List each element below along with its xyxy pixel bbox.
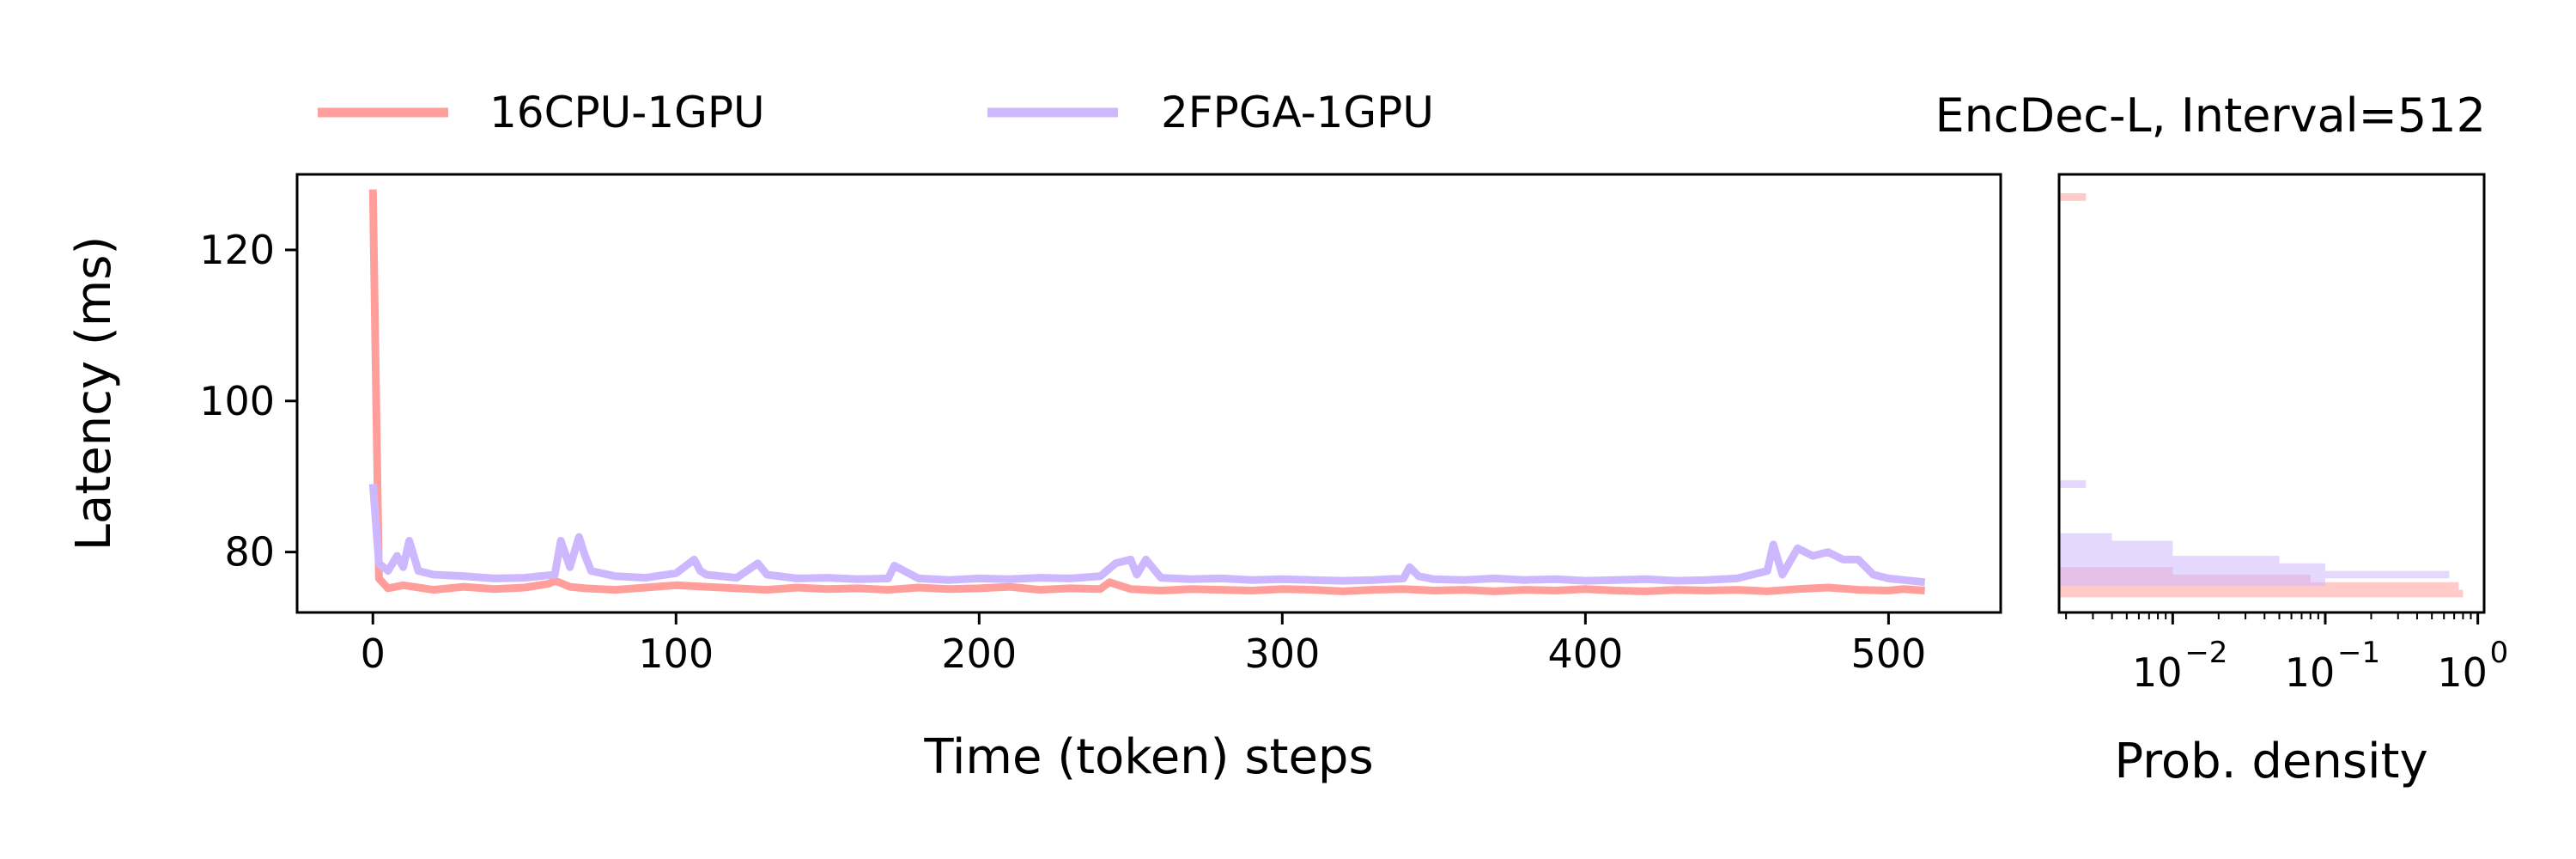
side-x-tick-label: 10	[2285, 649, 2336, 696]
main-plot-frame	[295, 173, 2002, 614]
side-x-tick-label: 10	[2437, 649, 2488, 696]
side-plot-frame	[2057, 173, 2486, 614]
x-tick-label: 0	[361, 631, 386, 677]
histogram-bar-2fpga-1gpu	[2059, 563, 2325, 571]
side-x-tick-exponent: −2	[2184, 636, 2227, 670]
side-x-tick-exponent: −1	[2337, 636, 2380, 670]
y-tick-label: 100	[199, 378, 275, 424]
side-x-axis-label: Prob. density	[2114, 734, 2427, 789]
legend-label-16cpu-1gpu: 16CPU-1GPU	[489, 88, 765, 137]
latency-line-plot: 0 100 200 300 400 500 80 100 120 Time (token) s…	[66, 173, 2002, 785]
histogram-bar-2fpga-1gpu	[2059, 570, 2450, 579]
histogram-bar-2fpga-1gpu	[2059, 548, 2173, 557]
histogram-bar-16cpu-1gpu	[2059, 193, 2087, 201]
side-x-tick-exponent: 0	[2490, 636, 2509, 670]
figure-title: EncDec-L, Interval=512	[1935, 88, 2486, 143]
legend-label-2fpga-1gpu: 2FPGA-1GPU	[1161, 88, 1434, 137]
histogram-bar-2fpga-1gpu	[2059, 556, 2280, 564]
x-tick-label: 100	[638, 631, 714, 677]
series-line-16cpu-1gpu	[368, 189, 1926, 595]
side-x-tick-label: 10	[2132, 649, 2183, 696]
x-tick-label: 200	[941, 631, 1017, 677]
x-tick-label: 300	[1244, 631, 1320, 677]
y-axis-label: Latency (ms)	[66, 236, 122, 551]
series-line-2fpga-1gpu	[368, 484, 1926, 587]
histogram-bar-16cpu-1gpu	[2059, 589, 2464, 598]
y-tick-label: 80	[224, 529, 275, 576]
x-tick-label: 400	[1547, 631, 1623, 677]
histogram-bar-2fpga-1gpu	[2059, 480, 2087, 488]
x-axis-label: Time (token) steps	[923, 729, 1373, 785]
histogram-bar-2fpga-1gpu	[2059, 578, 2325, 587]
legend: 16CPU-1GPU 2FPGA-1GPU	[318, 88, 1434, 137]
density-histogram: 10 −2 10 −1 10 0 Prob. density	[2057, 173, 2509, 789]
histogram-bar-2fpga-1gpu	[2059, 533, 2112, 541]
x-tick-label: 500	[1850, 631, 1926, 677]
histogram-bar-2fpga-1gpu	[2059, 540, 2173, 549]
y-tick-label: 120	[199, 227, 275, 273]
